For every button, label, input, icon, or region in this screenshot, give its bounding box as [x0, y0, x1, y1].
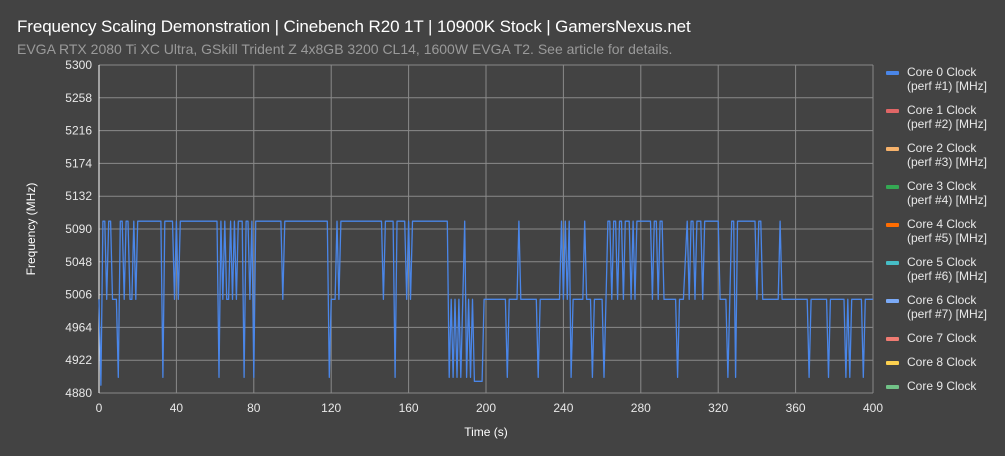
- legend-label: Core 9 Clock: [907, 379, 976, 393]
- chart-legend: Core 0 Clock (perf #1) [MHz] Core 1 Clock(…: [886, 65, 1005, 403]
- x-tick-label: 120: [321, 401, 341, 415]
- legend-label-line1: Core 0 Clock: [907, 65, 977, 79]
- y-tick-label: 5216: [65, 124, 92, 138]
- legend-label-line1: Core 3 Clock: [907, 179, 977, 193]
- legend-label-line1: Core 9 Clock: [907, 379, 977, 393]
- legend-label-line1: Core 8 Clock: [907, 355, 977, 369]
- x-tick-label: 40: [170, 401, 184, 415]
- legend-label: Core 0 Clock (perf #1) [MHz]: [907, 65, 987, 93]
- legend-label: Core 5 Clock (perf #6) [MHz]: [907, 255, 987, 283]
- y-tick-label: 4964: [65, 320, 92, 334]
- chart-subtitle: EVGA RTX 2080 Ti XC Ultra, GSkill Triden…: [17, 41, 673, 57]
- y-axis-ticks: 4880 4922 4964 5006 5048 5090 5132 5174 5216 5258…: [65, 58, 92, 400]
- legend-item[interactable]: Core 4 Clock (perf #5) [MHz]: [886, 217, 1005, 245]
- chart-title: Frequency Scaling Demonstration | Cinebe…: [17, 17, 691, 36]
- x-axis-ticks: 0 40 80 120 160 200 240 280 320 360 400: [96, 401, 884, 415]
- x-axis-title: Time (s): [464, 425, 508, 439]
- legend-item[interactable]: Core 6 Clock (perf #7) [MHz]: [886, 293, 1005, 321]
- legend-swatch-icon: [886, 385, 899, 389]
- y-tick-label: 4880: [65, 386, 92, 400]
- grid-lines: [99, 64, 874, 394]
- y-axis-title: Frequency (MHz): [24, 183, 38, 276]
- x-tick-label: 240: [553, 401, 573, 415]
- legend-item[interactable]: Core 1 Clock (perf #2) [MHz]: [886, 103, 1005, 131]
- legend-label-line2: (perf #2) [MHz]: [907, 117, 988, 131]
- y-tick-label: 5048: [65, 255, 92, 269]
- legend-swatch-icon: [886, 109, 899, 113]
- series-line: [98, 220, 873, 386]
- legend-label: Core 7 Clock: [907, 331, 976, 345]
- legend-swatch-icon: [886, 261, 899, 265]
- legend-item[interactable]: Core 8 Clock: [886, 355, 1005, 369]
- legend-label: Core 8 Clock: [907, 355, 976, 369]
- series-lines: [98, 220, 873, 386]
- legend-swatch-icon: [886, 223, 899, 227]
- legend-label-line2: (perf #7) [MHz]: [907, 307, 988, 321]
- legend-label-line1: Core 4 Clock: [907, 217, 977, 231]
- x-tick-label: 160: [399, 401, 419, 415]
- legend-label: Core 2 Clock (perf #3) [MHz]: [907, 141, 987, 169]
- x-tick-label: 400: [863, 401, 883, 415]
- y-tick-label: 5174: [65, 156, 92, 170]
- legend-item[interactable]: Core 2 Clock (perf #3) [MHz]: [886, 141, 1005, 169]
- legend-label: Core 3 Clock (perf #4) [MHz]: [907, 179, 987, 207]
- legend-item[interactable]: Core 9 Clock: [886, 379, 1005, 393]
- legend-label: Core 4 Clock (perf #5) [MHz]: [907, 217, 987, 245]
- legend-item[interactable]: Core 0 Clock (perf #1) [MHz]: [886, 65, 1005, 93]
- legend-label-line2: (perf #5) [MHz]: [907, 231, 988, 245]
- y-tick-label: 4922: [65, 353, 92, 367]
- legend-label: Core 6 Clock (perf #7) [MHz]: [907, 293, 987, 321]
- legend-item[interactable]: Core 3 Clock (perf #4) [MHz]: [886, 179, 1005, 207]
- x-tick-label: 200: [476, 401, 496, 415]
- legend-label-line2: (perf #1) [MHz]: [907, 79, 988, 93]
- x-tick-label: 360: [786, 401, 806, 415]
- legend-label: Core 1 Clock (perf #2) [MHz]: [907, 103, 987, 131]
- legend-swatch-icon: [886, 147, 899, 151]
- legend-label-line1: Core 7 Clock: [907, 331, 977, 345]
- legend-label-line2: (perf #4) [MHz]: [907, 193, 988, 207]
- y-tick-label: 5006: [65, 288, 92, 302]
- legend-swatch-icon: [886, 185, 899, 189]
- legend-swatch-icon: [886, 71, 899, 75]
- y-tick-label: 5090: [65, 222, 92, 236]
- legend-label-line1: Core 5 Clock: [907, 255, 977, 269]
- legend-swatch-icon: [886, 361, 899, 365]
- y-tick-label: 5300: [65, 58, 92, 72]
- x-tick-label: 280: [631, 401, 651, 415]
- y-tick-label: 5132: [65, 189, 92, 203]
- legend-label-line2: (perf #6) [MHz]: [907, 269, 988, 283]
- legend-swatch-icon: [886, 337, 899, 341]
- y-tick-label: 5258: [65, 91, 92, 105]
- legend-label-line1: Core 6 Clock: [907, 293, 977, 307]
- legend-label-line1: Core 2 Clock: [907, 141, 977, 155]
- legend-item[interactable]: Core 5 Clock (perf #6) [MHz]: [886, 255, 1005, 283]
- x-tick-label: 0: [96, 401, 103, 415]
- x-tick-label: 320: [708, 401, 728, 415]
- legend-label-line2: (perf #3) [MHz]: [907, 155, 988, 169]
- legend-item[interactable]: Core 7 Clock: [886, 331, 1005, 345]
- legend-swatch-icon: [886, 299, 899, 303]
- legend-label-line1: Core 1 Clock: [907, 103, 977, 117]
- x-tick-label: 80: [247, 401, 261, 415]
